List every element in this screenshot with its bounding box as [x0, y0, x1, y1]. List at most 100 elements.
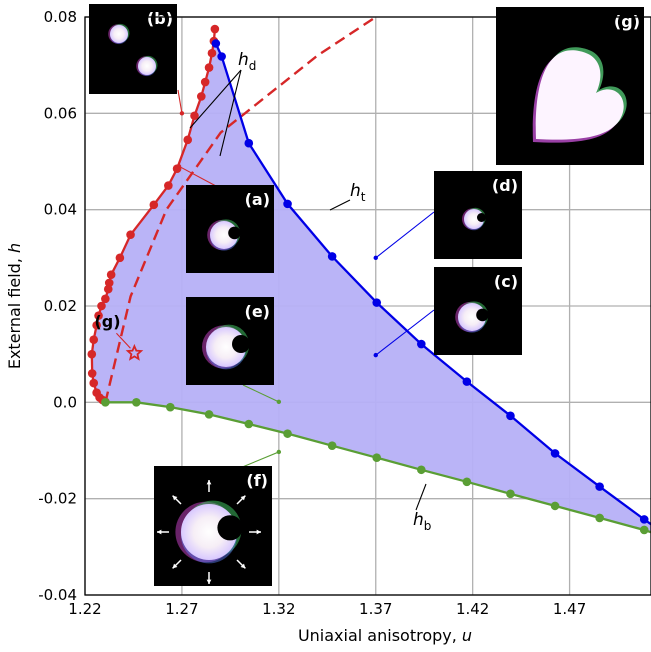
inset-background: [89, 4, 177, 94]
data-point-h_t: [327, 252, 337, 261]
y-tick-label: 0.0: [53, 393, 77, 411]
inset-a: (a): [186, 185, 274, 273]
leader-anchor: [373, 352, 378, 358]
data-point-h_d: [149, 200, 159, 210]
data-point-h_d: [101, 294, 110, 304]
data-point-h_d: [200, 77, 210, 87]
data-point-h_t: [595, 482, 604, 491]
data-point-h_t: [550, 449, 560, 458]
skyrmion-texture: [455, 301, 489, 333]
plot-frame: [84, 16, 651, 596]
data-point-h_t: [244, 138, 254, 148]
data-point-h_d: [106, 270, 116, 279]
leader-anchor: [373, 255, 378, 261]
skyrmion-texture: [207, 219, 241, 251]
data-point-h_t: [211, 39, 221, 48]
y-tick-labels: -0.04 -0.02 0.0 0.02 0.04 0.06 0.08: [38, 8, 77, 604]
data-point-h_t: [506, 411, 515, 421]
leader-line: [375, 309, 435, 356]
arrow-head-icon: [240, 563, 246, 569]
data-point-h_b: [165, 402, 175, 412]
series-h_b: [101, 398, 651, 535]
series-line-h_b: [105, 401, 651, 534]
data-point-h_d: [204, 63, 214, 72]
inset-c: (c): [434, 267, 522, 355]
data-point-h_d: [103, 284, 113, 294]
data-point-h_b: [372, 453, 382, 463]
x-tick-label: 1.37: [359, 600, 392, 618]
heart-texture: [532, 47, 627, 143]
inset-g: (g): [496, 7, 644, 165]
inset-tag: (b): [147, 9, 173, 28]
marker-point: (g): [94, 312, 144, 361]
data-point-h_d: [97, 301, 106, 311]
data-point-h_d: [89, 335, 99, 345]
data-point-h_b: [101, 398, 110, 407]
inset-f: (f): [154, 466, 272, 586]
y-tick-label: -0.02: [38, 490, 77, 508]
inset-tag: (e): [245, 302, 270, 321]
data-point-h_d: [164, 181, 173, 190]
inset-tag: (c): [494, 272, 518, 291]
data-point-h_d: [183, 135, 193, 145]
data-point-h_t: [639, 515, 649, 524]
inset-e: (e): [186, 297, 274, 385]
arrow-head-icon: [172, 495, 178, 501]
skyrmion-texture: [202, 324, 250, 370]
x-tick-label: 1.32: [262, 600, 295, 618]
data-point-h_t: [217, 52, 226, 61]
curve-label-h_t: ht: [350, 181, 366, 204]
label-pointer: [219, 69, 242, 157]
data-point-h_d: [190, 111, 199, 121]
leader-anchor: [176, 164, 182, 169]
data-point-h_d: [207, 48, 217, 58]
data-point-h_d: [94, 311, 103, 320]
inset-tag: (d): [492, 176, 518, 195]
data-point-h_d: [210, 24, 220, 34]
data-point-h_b: [417, 465, 426, 475]
leader-anchor: [276, 449, 282, 455]
curve-label-h_d: hd: [238, 50, 256, 73]
skyrmion-texture: [462, 207, 486, 231]
y-tick-label: -0.04: [38, 586, 77, 604]
data-point-h_d: [87, 369, 97, 378]
data-point-h_b: [327, 441, 337, 450]
data-point-h_d: [126, 230, 135, 240]
leader-line: [177, 89, 183, 114]
inset-b: (b): [89, 4, 177, 94]
data-point-h_b: [204, 410, 214, 419]
leader-anchor: [276, 399, 282, 405]
arrow-head-icon: [256, 529, 261, 535]
y-tick-label: 0.04: [44, 201, 77, 219]
skyrmion-texture: [136, 55, 158, 77]
data-point-h_b: [506, 489, 515, 499]
inset-tag: (a): [245, 190, 270, 209]
y-tick-label: 0.06: [44, 104, 77, 122]
label-pointer: [329, 199, 351, 211]
data-point-h_t: [462, 377, 472, 386]
x-tick-label: 1.47: [553, 600, 586, 618]
marker-pointer: [116, 332, 131, 349]
data-point-h_b: [283, 429, 292, 438]
inset-tag: (g): [614, 12, 640, 31]
data-point-h_b: [595, 513, 604, 523]
data-point-h_t: [283, 199, 292, 209]
arrow-head-icon: [206, 480, 212, 485]
leader-line: [242, 384, 280, 403]
arrow-head-icon: [172, 563, 178, 569]
stable-region-fill: [91, 29, 651, 533]
inset-tag: (f): [246, 471, 268, 490]
data-point-h_d: [92, 320, 101, 330]
data-point-h_t: [372, 298, 382, 307]
data-point-h_d: [87, 349, 97, 359]
label-pointer: [189, 69, 242, 129]
series-curves: [87, 24, 651, 535]
data-point-h_b: [132, 398, 141, 407]
x-tick-label: 1.42: [456, 600, 489, 618]
curve-label-h_b: hb: [413, 510, 431, 533]
data-point-h_b: [244, 419, 254, 429]
inset-images: (b) (a) (g) (d) (c) (e) (f): [89, 4, 644, 586]
y-axis-label: External field, h: [5, 243, 24, 369]
x-tick-labels: 1.22 1.27 1.32 1.37 1.42 1.47: [68, 600, 586, 618]
